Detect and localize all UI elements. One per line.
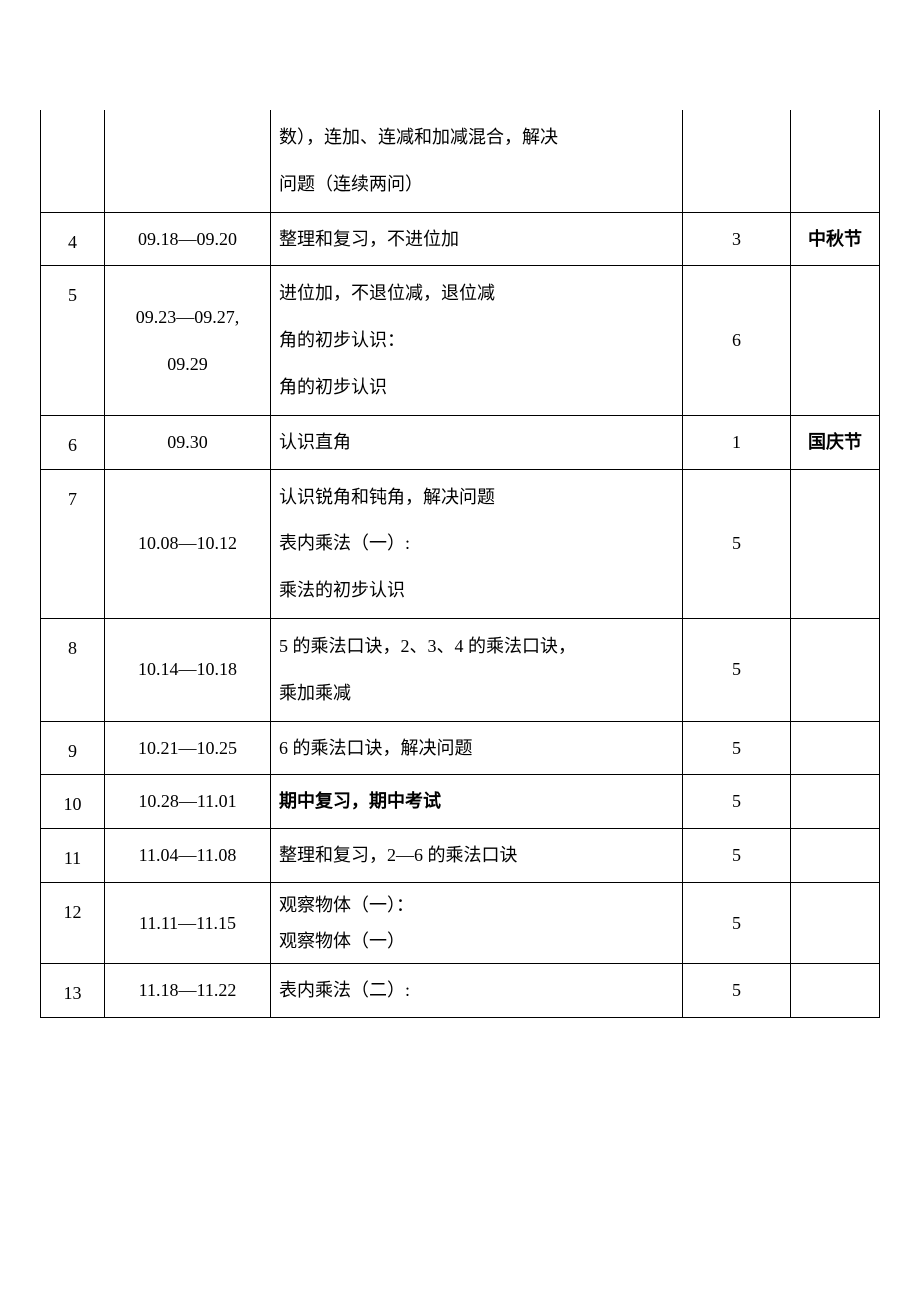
cell-content: 6 的乘法口诀，解决问题 bbox=[271, 721, 683, 775]
table-row: 11 11.04—11.08 整理和复习，2—6 的乘法口诀 5 bbox=[41, 829, 880, 883]
cell-content: 5 的乘法口诀，2、3、4 的乘法口诀， 乘加乘减 bbox=[271, 618, 683, 721]
cell-week-num bbox=[41, 110, 105, 212]
cell-week-num: 11 bbox=[41, 829, 105, 883]
cell-hours: 5 bbox=[683, 963, 791, 1017]
cell-content: 期中复习，期中考试 bbox=[271, 775, 683, 829]
content-line: 5 的乘法口诀，2、3、4 的乘法口诀， bbox=[279, 623, 674, 670]
cell-content: 进位加，不退位减，退位减 角的初步认识： 角的初步认识 bbox=[271, 266, 683, 415]
cell-content: 整理和复习，不进位加 bbox=[271, 212, 683, 266]
cell-week-num: 9 bbox=[41, 721, 105, 775]
table-row: 10 10.28—11.01 期中复习，期中考试 5 bbox=[41, 775, 880, 829]
table-row: 13 11.18—11.22 表内乘法（二）: 5 bbox=[41, 963, 880, 1017]
cell-week-num: 8 bbox=[41, 618, 105, 721]
cell-week-num: 10 bbox=[41, 775, 105, 829]
table-row: 4 09.18—09.20 整理和复习，不进位加 3 中秋节 bbox=[41, 212, 880, 266]
cell-remark bbox=[791, 469, 880, 618]
cell-week-num: 5 bbox=[41, 266, 105, 415]
cell-dates: 11.11—11.15 bbox=[105, 882, 271, 963]
content-line: 乘加乘减 bbox=[279, 670, 674, 717]
cell-hours: 5 bbox=[683, 775, 791, 829]
cell-content: 整理和复习，2—6 的乘法口诀 bbox=[271, 829, 683, 883]
cell-remark: 中秋节 bbox=[791, 212, 880, 266]
cell-hours: 3 bbox=[683, 212, 791, 266]
cell-dates: 09.30 bbox=[105, 415, 271, 469]
content-line: 进位加，不退位减，退位减 bbox=[279, 270, 674, 317]
table-row: 12 11.11—11.15 观察物体（一）： 观察物体（一） 5 bbox=[41, 882, 880, 963]
table-row: 8 10.14—10.18 5 的乘法口诀，2、3、4 的乘法口诀， 乘加乘减 … bbox=[41, 618, 880, 721]
cell-dates: 10.14—10.18 bbox=[105, 618, 271, 721]
table-row: 数），连加、连减和加减混合，解决 问题（连续两问） bbox=[41, 110, 880, 212]
cell-hours: 5 bbox=[683, 829, 791, 883]
content-line: 数），连加、连减和加减混合，解决 bbox=[279, 114, 674, 161]
content-line: 观察物体（一）： bbox=[279, 887, 674, 923]
cell-dates: 09.23—09.27, 09.29 bbox=[105, 266, 271, 415]
cell-hours: 5 bbox=[683, 721, 791, 775]
cell-hours bbox=[683, 110, 791, 212]
table-row: 6 09.30 认识直角 1 国庆节 bbox=[41, 415, 880, 469]
cell-dates: 11.04—11.08 bbox=[105, 829, 271, 883]
cell-remark bbox=[791, 266, 880, 415]
cell-content: 观察物体（一）： 观察物体（一） bbox=[271, 882, 683, 963]
content-line: 观察物体（一） bbox=[279, 923, 674, 959]
cell-content: 表内乘法（二）: bbox=[271, 963, 683, 1017]
cell-dates: 10.21—10.25 bbox=[105, 721, 271, 775]
cell-dates: 10.28—11.01 bbox=[105, 775, 271, 829]
cell-week-num: 12 bbox=[41, 882, 105, 963]
cell-week-num: 7 bbox=[41, 469, 105, 618]
cell-remark bbox=[791, 882, 880, 963]
content-line: 表内乘法（一）: bbox=[279, 520, 674, 567]
cell-remark bbox=[791, 110, 880, 212]
cell-content: 认识锐角和钝角，解决问题 表内乘法（一）: 乘法的初步认识 bbox=[271, 469, 683, 618]
content-line: 认识锐角和钝角，解决问题 bbox=[279, 474, 674, 521]
cell-remark bbox=[791, 721, 880, 775]
table-row: 9 10.21—10.25 6 的乘法口诀，解决问题 5 bbox=[41, 721, 880, 775]
content-line: 问题（连续两问） bbox=[279, 161, 674, 208]
cell-hours: 5 bbox=[683, 618, 791, 721]
cell-week-num: 6 bbox=[41, 415, 105, 469]
cell-remark bbox=[791, 963, 880, 1017]
table-row: 5 09.23—09.27, 09.29 进位加，不退位减，退位减 角的初步认识… bbox=[41, 266, 880, 415]
cell-week-num: 13 bbox=[41, 963, 105, 1017]
cell-remark bbox=[791, 775, 880, 829]
cell-hours: 6 bbox=[683, 266, 791, 415]
cell-dates bbox=[105, 110, 271, 212]
schedule-table: 数），连加、连减和加减混合，解决 问题（连续两问） 4 09.18—09.20 … bbox=[40, 110, 880, 1018]
cell-content: 数），连加、连减和加减混合，解决 问题（连续两问） bbox=[271, 110, 683, 212]
content-line: 角的初步认识： bbox=[279, 317, 674, 364]
table-row: 7 10.08—10.12 认识锐角和钝角，解决问题 表内乘法（一）: 乘法的初… bbox=[41, 469, 880, 618]
cell-hours: 1 bbox=[683, 415, 791, 469]
cell-dates: 10.08—10.12 bbox=[105, 469, 271, 618]
content-line: 角的初步认识 bbox=[279, 364, 674, 411]
dates-line: 09.29 bbox=[105, 341, 270, 388]
cell-content: 认识直角 bbox=[271, 415, 683, 469]
cell-week-num: 4 bbox=[41, 212, 105, 266]
cell-dates: 09.18—09.20 bbox=[105, 212, 271, 266]
dates-line: 09.23—09.27, bbox=[105, 294, 270, 341]
cell-dates: 11.18—11.22 bbox=[105, 963, 271, 1017]
cell-hours: 5 bbox=[683, 882, 791, 963]
content-line: 乘法的初步认识 bbox=[279, 567, 674, 614]
cell-remark bbox=[791, 829, 880, 883]
cell-hours: 5 bbox=[683, 469, 791, 618]
cell-remark bbox=[791, 618, 880, 721]
cell-remark: 国庆节 bbox=[791, 415, 880, 469]
